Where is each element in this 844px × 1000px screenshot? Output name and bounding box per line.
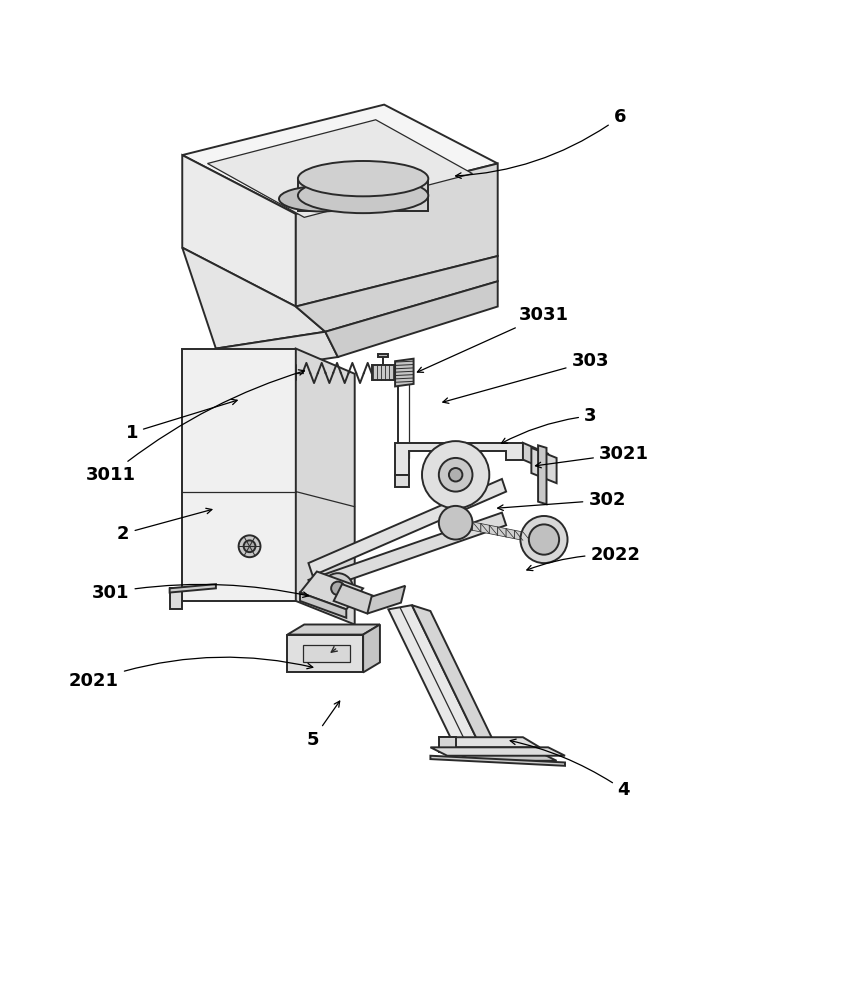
- Polygon shape: [182, 349, 295, 601]
- Polygon shape: [388, 605, 479, 748]
- Polygon shape: [300, 593, 346, 618]
- Polygon shape: [288, 625, 380, 635]
- Polygon shape: [456, 752, 556, 761]
- Text: 301: 301: [92, 584, 309, 602]
- Text: 3011: 3011: [86, 370, 305, 484]
- Polygon shape: [288, 635, 363, 672]
- Circle shape: [529, 524, 559, 555]
- Polygon shape: [182, 105, 498, 214]
- Polygon shape: [532, 534, 540, 544]
- Polygon shape: [170, 584, 216, 593]
- Text: 3021: 3021: [535, 445, 649, 468]
- Polygon shape: [302, 645, 350, 662]
- Polygon shape: [182, 155, 295, 307]
- Polygon shape: [490, 525, 498, 535]
- Ellipse shape: [279, 186, 363, 211]
- Polygon shape: [170, 588, 182, 609]
- Polygon shape: [412, 605, 498, 750]
- Polygon shape: [523, 443, 549, 471]
- Polygon shape: [473, 522, 481, 532]
- Polygon shape: [378, 354, 388, 357]
- Circle shape: [322, 573, 353, 603]
- Polygon shape: [532, 448, 556, 483]
- Polygon shape: [523, 532, 532, 542]
- Polygon shape: [325, 281, 498, 357]
- Ellipse shape: [298, 161, 428, 196]
- Circle shape: [449, 468, 463, 481]
- Polygon shape: [395, 359, 414, 386]
- Text: 303: 303: [443, 352, 609, 403]
- Polygon shape: [456, 519, 464, 529]
- Polygon shape: [515, 530, 523, 540]
- Polygon shape: [295, 256, 498, 332]
- Text: 2021: 2021: [69, 657, 313, 690]
- Text: 2022: 2022: [527, 546, 641, 571]
- Polygon shape: [439, 737, 540, 747]
- Text: 2: 2: [117, 508, 212, 543]
- Circle shape: [439, 506, 473, 540]
- Polygon shape: [481, 524, 490, 534]
- Polygon shape: [430, 756, 565, 766]
- Polygon shape: [208, 120, 473, 217]
- Polygon shape: [498, 527, 506, 537]
- Circle shape: [521, 516, 567, 563]
- Polygon shape: [464, 520, 473, 530]
- Polygon shape: [538, 445, 547, 504]
- Polygon shape: [295, 349, 354, 625]
- Polygon shape: [439, 737, 456, 752]
- Text: 1: 1: [126, 399, 237, 442]
- Polygon shape: [182, 248, 325, 349]
- Circle shape: [422, 441, 490, 508]
- Polygon shape: [295, 164, 498, 307]
- Circle shape: [331, 582, 344, 595]
- Circle shape: [244, 540, 256, 552]
- Circle shape: [439, 458, 473, 492]
- Polygon shape: [298, 179, 428, 211]
- Text: 3031: 3031: [418, 306, 569, 372]
- Text: 302: 302: [498, 491, 625, 510]
- Polygon shape: [308, 513, 506, 593]
- Ellipse shape: [298, 178, 428, 213]
- Polygon shape: [333, 584, 376, 614]
- Polygon shape: [395, 475, 408, 487]
- Text: 6: 6: [456, 108, 626, 178]
- Polygon shape: [367, 586, 405, 614]
- Circle shape: [239, 535, 261, 557]
- Text: 3: 3: [501, 407, 597, 443]
- Polygon shape: [363, 625, 380, 672]
- Polygon shape: [506, 529, 515, 539]
- Polygon shape: [216, 332, 338, 374]
- Polygon shape: [430, 747, 565, 756]
- Text: 5: 5: [306, 701, 339, 749]
- Polygon shape: [395, 443, 523, 475]
- Polygon shape: [540, 535, 549, 545]
- Polygon shape: [308, 479, 506, 576]
- Polygon shape: [300, 572, 363, 609]
- Polygon shape: [371, 365, 395, 380]
- Text: 4: 4: [511, 739, 630, 799]
